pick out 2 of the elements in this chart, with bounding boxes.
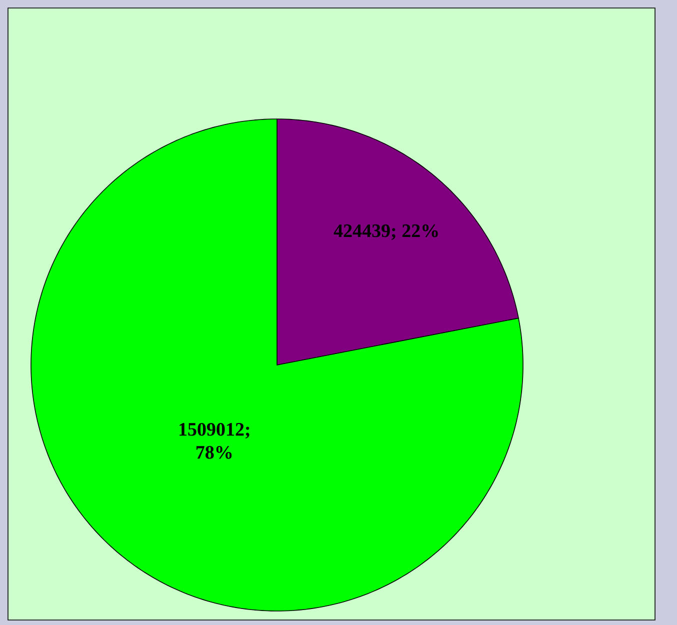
data-label: 424439; 22% [334, 224, 438, 240]
data-label: 1509012; 78% [179, 422, 250, 459]
